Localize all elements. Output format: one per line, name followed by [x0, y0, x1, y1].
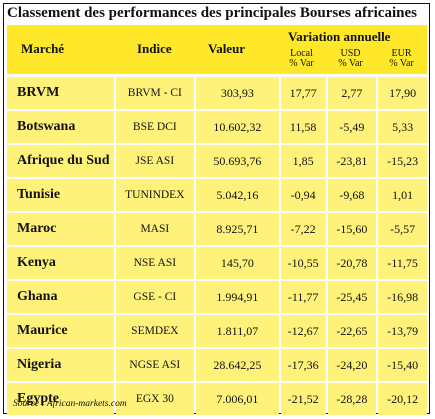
cell-indice: MASI	[115, 213, 195, 245]
cell-indice: BSE DCI	[115, 111, 195, 143]
table-body: BRVM BRVM - CI 303,93 17,77 2,77 17,90 B…	[7, 77, 427, 417]
table-row: Ghana GSE - CI 1.994,91 -11,77 -25,45 -1…	[7, 281, 427, 315]
cell-usd: -25,45	[327, 281, 377, 313]
cell-valeur: 8.925,71	[196, 213, 279, 245]
cell-usd: -28,28	[327, 383, 377, 415]
cell-eur: 17,90	[378, 77, 427, 109]
table-row: Nigeria NGSE ASI 28.642,25 -17,36 -24,20…	[7, 349, 427, 383]
cell-marche: Ghana	[7, 281, 114, 313]
cell-marche: Kenya	[7, 247, 114, 279]
table-row: Maurice SEMDEX 1.811,07 -12,67 -22,65 -1…	[7, 315, 427, 349]
cell-eur: 5,33	[378, 111, 427, 143]
cell-usd: -24,20	[327, 349, 377, 381]
cell-eur: 1,01	[378, 179, 427, 211]
header-usd-unit: % Var	[338, 58, 363, 69]
header-usd: USD % Var	[326, 49, 375, 69]
cell-indice: TUNINDEX	[115, 179, 195, 211]
cell-valeur: 303,93	[196, 77, 279, 109]
header-eur-label: EUR	[391, 48, 412, 59]
table-row: Maroc MASI 8.925,71 -7,22 -15,60 -5,57	[7, 213, 427, 247]
cell-marche: Botswana	[7, 111, 114, 143]
cell-marche: BRVM	[7, 77, 114, 109]
cell-marche: Nigeria	[7, 349, 114, 381]
table-row: Egypte EGX 30 7.006,01 -21,52 -28,28 -20…	[7, 383, 427, 417]
cell-valeur: 10.602,32	[196, 111, 279, 143]
table-header: Marché Indice Valeur Variation annuelle …	[7, 25, 427, 74]
cell-valeur: 7.006,01	[196, 383, 279, 415]
header-local: Local % Var	[279, 49, 324, 69]
cell-local: -0,94	[280, 179, 326, 211]
cell-local: -21,52	[280, 383, 326, 415]
cell-local: -17,36	[280, 349, 326, 381]
header-local-unit: % Var	[289, 58, 314, 69]
cell-valeur: 5.042,16	[196, 179, 279, 211]
cell-eur: -15,40	[378, 349, 427, 381]
cell-valeur: 145,70	[196, 247, 279, 279]
header-local-label: Local	[290, 48, 313, 59]
cell-usd: -22,65	[327, 315, 377, 347]
cell-eur: -20,12	[378, 383, 427, 415]
cell-local: 17,77	[280, 77, 326, 109]
table-row: BRVM BRVM - CI 303,93 17,77 2,77 17,90	[7, 77, 427, 111]
cell-valeur: 1.994,91	[196, 281, 279, 313]
cell-usd: -9,68	[327, 179, 377, 211]
cell-usd: -20,78	[327, 247, 377, 279]
cell-usd: -15,60	[327, 213, 377, 245]
cell-eur: -11,75	[378, 247, 427, 279]
source-note: Source : African-markets.com	[13, 399, 127, 409]
header-eur-unit: % Var	[389, 58, 414, 69]
cell-eur: -15,23	[378, 145, 427, 177]
cell-eur: -5,57	[378, 213, 427, 245]
header-eur: EUR % Var	[377, 49, 426, 69]
header-marche: Marché	[21, 41, 65, 56]
header-indice: Indice	[137, 41, 172, 56]
cell-usd: 2,77	[327, 77, 377, 109]
cell-marche: Egypte	[7, 383, 114, 415]
table-row: Kenya NSE ASI 145,70 -10,55 -20,78 -11,7…	[7, 247, 427, 281]
cell-local: -10,55	[280, 247, 326, 279]
cell-indice: NSE ASI	[115, 247, 195, 279]
header-variation-annuelle: Variation annuelle	[288, 29, 391, 44]
cell-eur: -13,79	[378, 315, 427, 347]
table-row: Botswana BSE DCI 10.602,32 11,58 -5,49 5…	[7, 111, 427, 145]
cell-local: 1,85	[280, 145, 326, 177]
cell-local: -12,67	[280, 315, 326, 347]
cell-usd: -23,81	[327, 145, 377, 177]
cell-indice: JSE ASI	[115, 145, 195, 177]
cell-indice: BRVM - CI	[115, 77, 195, 109]
cell-local: -11,77	[280, 281, 326, 313]
cell-local: 11,58	[280, 111, 326, 143]
table-row: Afrique du Sud JSE ASI 50.693,76 1,85 -2…	[7, 145, 427, 179]
cell-local: -7,22	[280, 213, 326, 245]
cell-indice: GSE - CI	[115, 281, 195, 313]
cell-marche: Afrique du Sud	[7, 145, 114, 177]
header-usd-label: USD	[340, 48, 361, 59]
cell-indice: NGSE ASI	[115, 349, 195, 381]
cell-eur: -16,98	[378, 281, 427, 313]
cell-marche: Maroc	[7, 213, 114, 245]
cell-marche: Maurice	[7, 315, 114, 347]
cell-indice: SEMDEX	[115, 315, 195, 347]
cell-valeur: 1.811,07	[196, 315, 279, 347]
table-title: Classement des performances des principa…	[7, 5, 417, 21]
cell-usd: -5,49	[327, 111, 377, 143]
table-row: Tunisie TUNINDEX 5.042,16 -0,94 -9,68 1,…	[7, 179, 427, 213]
cell-indice: EGX 30	[115, 383, 195, 415]
header-valeur: Valeur	[208, 41, 246, 56]
cell-valeur: 50.693,76	[196, 145, 279, 177]
cell-valeur: 28.642,25	[196, 349, 279, 381]
cell-marche: Tunisie	[7, 179, 114, 211]
